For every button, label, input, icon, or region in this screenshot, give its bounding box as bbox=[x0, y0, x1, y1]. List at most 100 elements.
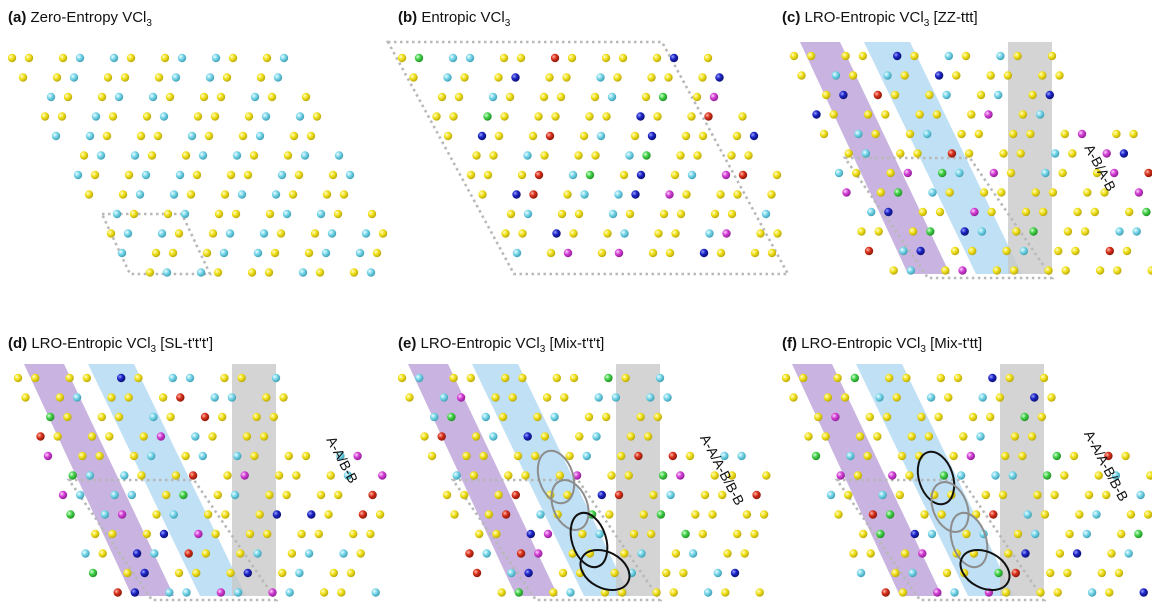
panel-a-title: (a) Zero-Entropy VCl3 bbox=[8, 9, 152, 29]
cyan-atom bbox=[148, 92, 158, 102]
yellow-atom bbox=[90, 170, 100, 180]
red-atom bbox=[1104, 451, 1113, 461]
yellow-atom bbox=[449, 373, 458, 383]
yellow-atom bbox=[294, 170, 304, 180]
yellow-atom bbox=[546, 248, 556, 258]
cyan-atom bbox=[1008, 471, 1017, 480]
blue-atom bbox=[307, 510, 316, 519]
green-atom bbox=[1134, 529, 1143, 539]
yellow-atom bbox=[799, 373, 808, 383]
yellow-atom bbox=[545, 73, 554, 82]
yellow-atom bbox=[691, 510, 700, 519]
yellow-atom bbox=[252, 412, 261, 422]
yellow-atom bbox=[964, 149, 974, 158]
cyan-atom bbox=[75, 53, 85, 63]
blue-atom bbox=[988, 373, 997, 383]
yellow-atom bbox=[192, 170, 202, 180]
blue-atom bbox=[839, 90, 848, 100]
cyan-atom bbox=[430, 412, 439, 422]
red-atom bbox=[36, 432, 45, 441]
yellow-atom bbox=[1001, 588, 1011, 597]
cyan-atom bbox=[1111, 471, 1121, 480]
cyan-atom bbox=[956, 471, 966, 480]
red-atom bbox=[634, 451, 643, 461]
yellow-atom bbox=[466, 170, 476, 180]
unit-cell-b bbox=[385, 40, 791, 276]
yellow-atom bbox=[328, 170, 338, 180]
cyan-atom bbox=[237, 190, 247, 199]
cyan-atom bbox=[298, 268, 308, 277]
yellow-atom bbox=[992, 266, 1002, 275]
yellow-atom bbox=[626, 432, 636, 441]
yellow-atom bbox=[601, 53, 611, 63]
green-atom bbox=[483, 112, 492, 121]
yellow-atom bbox=[750, 529, 759, 539]
magenta-atom bbox=[543, 529, 553, 539]
red-atom bbox=[1011, 568, 1020, 578]
cyan-atom bbox=[846, 451, 855, 461]
blue-atom bbox=[1045, 90, 1055, 100]
yellow-atom bbox=[1002, 246, 1011, 256]
yellow-atom bbox=[1094, 471, 1103, 480]
cyan-atom bbox=[566, 588, 575, 597]
panel-c-name: LRO-Entropic VCl bbox=[805, 9, 924, 26]
yellow-atom bbox=[552, 373, 561, 383]
unit-cell-a bbox=[99, 212, 213, 276]
panel-a-letter: (a) bbox=[8, 9, 26, 26]
blue-atom bbox=[1072, 549, 1082, 558]
yellow-atom bbox=[1069, 451, 1079, 461]
panel-d: (d) LRO-Entropic VCl3 [SL-t't't'] A-A/B-… bbox=[8, 335, 387, 602]
yellow-atom bbox=[349, 268, 359, 277]
yellow-atom bbox=[55, 393, 65, 402]
yellow-atom bbox=[669, 588, 678, 597]
yellow-atom bbox=[107, 393, 116, 402]
yellow-atom bbox=[840, 393, 850, 402]
yellow-atom bbox=[267, 92, 277, 102]
yellow-atom bbox=[952, 71, 961, 80]
yellow-atom bbox=[807, 51, 816, 61]
panel-d-subscript: 3 bbox=[151, 344, 157, 355]
magenta-atom bbox=[156, 432, 166, 441]
yellow-atom bbox=[263, 529, 272, 539]
cyan-atom bbox=[439, 393, 449, 402]
magenta-atom bbox=[456, 393, 466, 402]
yellow-atom bbox=[855, 432, 865, 441]
cyan-atom bbox=[465, 53, 475, 63]
cyan-atom bbox=[230, 490, 240, 500]
yellow-atom bbox=[907, 432, 916, 441]
yellow-atom bbox=[540, 432, 550, 441]
yellow-atom bbox=[829, 110, 838, 119]
cyan-atom bbox=[580, 190, 589, 199]
yellow-atom bbox=[237, 373, 246, 383]
yellow-atom bbox=[889, 266, 898, 275]
red-atom bbox=[738, 170, 748, 180]
yellow-atom bbox=[236, 549, 245, 558]
yellow-atom bbox=[918, 207, 927, 217]
yellow-atom bbox=[618, 53, 628, 63]
yellow-atom bbox=[192, 568, 201, 578]
blue-atom bbox=[477, 131, 487, 141]
yellow-atom bbox=[900, 71, 909, 80]
yellow-atom bbox=[204, 131, 214, 141]
cyan-atom bbox=[255, 131, 265, 141]
yellow-atom bbox=[617, 451, 626, 461]
yellow-atom bbox=[1097, 568, 1107, 578]
cyan-atom bbox=[611, 393, 621, 402]
blue-atom bbox=[511, 73, 520, 82]
cyan-atom bbox=[253, 549, 262, 558]
yellow-atom bbox=[223, 471, 232, 480]
yellow-atom bbox=[478, 190, 487, 199]
blue-atom bbox=[636, 170, 646, 180]
yellow-atom bbox=[1005, 373, 1014, 383]
yellow-atom bbox=[505, 92, 515, 102]
panel-a-subscript: 3 bbox=[146, 18, 152, 29]
yellow-atom bbox=[1028, 90, 1037, 100]
cyan-atom bbox=[72, 393, 82, 402]
yellow-atom bbox=[999, 149, 1008, 158]
yellow-atom bbox=[284, 451, 293, 461]
yellow-atom bbox=[602, 112, 611, 121]
yellow-atom bbox=[319, 588, 329, 597]
yellow-atom bbox=[283, 151, 293, 160]
unit-cell-c bbox=[842, 156, 1055, 280]
red-atom bbox=[1144, 168, 1152, 178]
